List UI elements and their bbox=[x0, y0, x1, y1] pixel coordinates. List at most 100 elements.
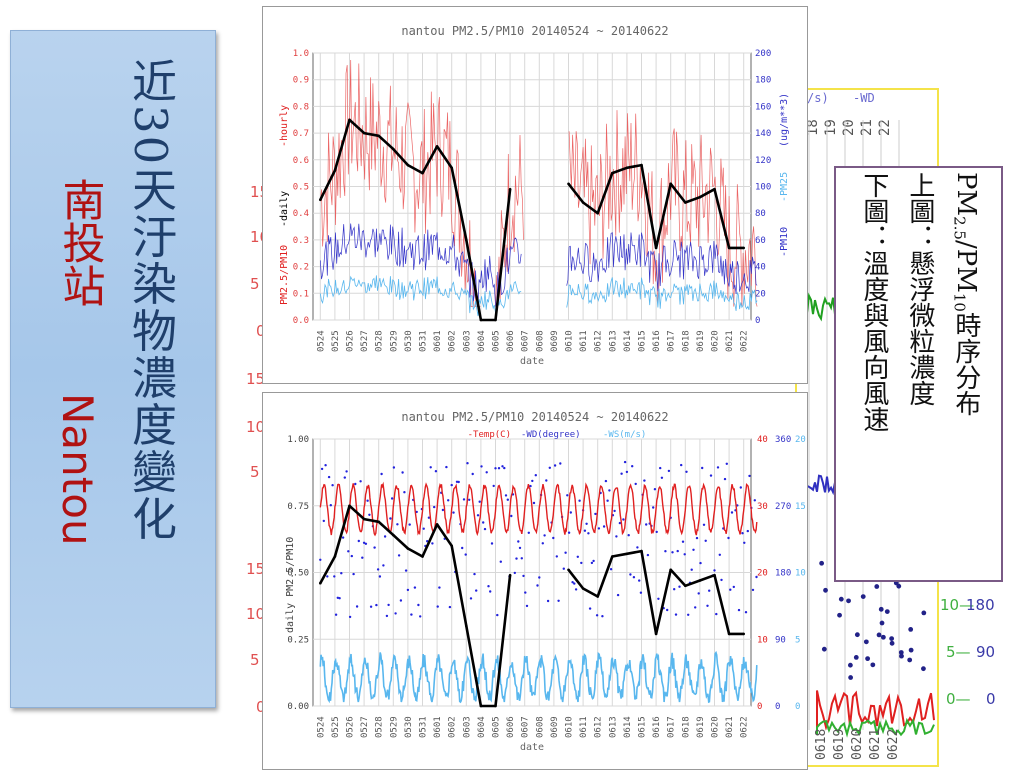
x-tick-label: 0616 bbox=[652, 716, 662, 738]
daily-data-point bbox=[435, 523, 439, 526]
wd-dot bbox=[632, 576, 636, 579]
title-banner bbox=[10, 30, 216, 708]
strip-date-label: 19 bbox=[823, 119, 839, 136]
wd-dot bbox=[468, 498, 471, 501]
wd-dot bbox=[341, 536, 345, 539]
strip-wd-dot bbox=[821, 646, 827, 652]
wd-dot bbox=[567, 531, 571, 534]
caption-line-3: 下圖：溫度與風向風速 bbox=[858, 172, 889, 432]
pm-concentration-chart: nantou PM2.5/PM10 20140524 ~ 20140622 0.0… bbox=[279, 24, 790, 367]
strip-wd-dot bbox=[838, 596, 844, 602]
x-tick-label: 0607 bbox=[521, 716, 531, 738]
wd-dot bbox=[543, 534, 546, 537]
x-tick-label: 0617 bbox=[667, 716, 677, 738]
wd-dot bbox=[517, 540, 520, 543]
x-tick-label: 0524 bbox=[316, 716, 326, 738]
strip-wd-dot bbox=[854, 632, 860, 638]
wd-dot bbox=[683, 553, 686, 556]
legend-wd: -WD(degree) bbox=[521, 430, 581, 440]
daily-data-point bbox=[479, 704, 483, 708]
y-tick-label: 1.00 bbox=[287, 435, 309, 445]
strip-wd-dot bbox=[874, 584, 880, 589]
y-right-tick-label: 10 bbox=[757, 635, 768, 645]
daily-data-point bbox=[333, 169, 337, 172]
x-tick-label: 0528 bbox=[375, 330, 385, 352]
strip-wd-dot bbox=[889, 636, 895, 641]
daily-data-point bbox=[465, 238, 468, 242]
daily-data-point bbox=[450, 166, 453, 170]
wd-dot bbox=[545, 479, 548, 482]
pm-chart-top: nantou PM2.5/PM10 20140524 ~ 20140622 0.0… bbox=[262, 6, 808, 384]
x-tick-label: 0615 bbox=[638, 716, 648, 738]
wd-dot bbox=[338, 597, 341, 600]
strip-wd-dot bbox=[847, 662, 853, 668]
wd-dot bbox=[623, 460, 627, 464]
wd-dot bbox=[588, 607, 592, 610]
wd-dot bbox=[415, 510, 418, 514]
wd-dot bbox=[606, 499, 609, 502]
background-axis-label: 0 bbox=[256, 698, 266, 716]
daily-data-point bbox=[362, 517, 366, 521]
wd-dot bbox=[494, 467, 497, 470]
x-tick-label: 0612 bbox=[594, 716, 604, 738]
daily-data-point bbox=[669, 568, 672, 572]
wd-dot bbox=[427, 516, 431, 519]
wd-dot bbox=[464, 553, 467, 556]
daily-data-point bbox=[713, 187, 716, 191]
wd-dot bbox=[576, 555, 579, 558]
y-axis-label: daily PM2.5/PM10 bbox=[285, 537, 296, 633]
wd-dot bbox=[343, 476, 346, 479]
wd-dot bbox=[532, 501, 536, 505]
wd-dot bbox=[636, 546, 639, 549]
strip-wd-dot bbox=[899, 653, 904, 659]
y-tick-label: 0.50 bbox=[287, 569, 309, 579]
banner-station-zh: 南投站 bbox=[55, 178, 105, 307]
background-axis-label: 5 bbox=[250, 275, 260, 293]
y-right-tick-label: 80 bbox=[755, 209, 766, 219]
wd-dot bbox=[645, 523, 648, 526]
x-tick-label: 0618 bbox=[681, 330, 691, 352]
y-right-tick-label: 5 bbox=[795, 635, 800, 645]
x-tick-label: 0608 bbox=[535, 330, 545, 352]
wd-dot bbox=[373, 546, 376, 549]
x-tick-label: 0620 bbox=[711, 330, 721, 352]
background-axis-label: 90 bbox=[976, 643, 996, 661]
wd-dot bbox=[483, 527, 487, 531]
wd-dot bbox=[755, 575, 758, 579]
wd-dot bbox=[496, 613, 499, 617]
daily-data-point bbox=[508, 573, 512, 577]
wd-dot bbox=[336, 596, 339, 599]
wd-dot bbox=[531, 479, 534, 483]
wd-dot bbox=[403, 491, 406, 494]
wd-dot bbox=[622, 518, 625, 521]
strip-wd-dot bbox=[896, 583, 902, 589]
wd-dot bbox=[601, 615, 604, 618]
y-right-tick-label: 270 bbox=[775, 502, 791, 512]
daily-data-point bbox=[421, 171, 424, 175]
daily-data-point bbox=[742, 246, 745, 250]
wd-dot bbox=[522, 574, 525, 578]
wd-dot bbox=[413, 586, 417, 589]
wd-dot bbox=[660, 476, 664, 479]
strip-date-label: 0619 bbox=[832, 729, 847, 760]
wd-dot bbox=[753, 499, 756, 502]
wd-dot bbox=[553, 464, 557, 467]
x-tick-label: 0610 bbox=[565, 716, 575, 738]
wd-dot bbox=[504, 494, 508, 497]
wd-dot bbox=[615, 535, 618, 538]
wd-dot bbox=[383, 535, 387, 538]
wd-dot bbox=[692, 548, 695, 551]
strip-wd-dot bbox=[880, 634, 886, 640]
x-tick-label: 0605 bbox=[492, 330, 502, 352]
wd-dot bbox=[643, 479, 646, 482]
wd-dot bbox=[638, 579, 641, 582]
strip-wd-dot bbox=[884, 609, 890, 614]
wd-dot bbox=[627, 534, 630, 537]
wd-dot bbox=[320, 467, 324, 471]
wd-dot bbox=[417, 603, 420, 607]
wd-dot bbox=[447, 499, 450, 502]
x-tick-label: 0603 bbox=[462, 716, 472, 738]
x-axis-label: date bbox=[520, 742, 544, 753]
wd-dot bbox=[445, 465, 448, 469]
